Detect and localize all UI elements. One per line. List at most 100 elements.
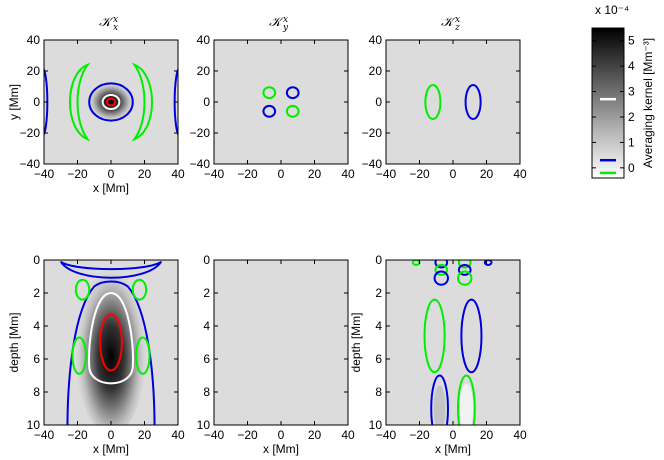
x-axis-label: x [Mm]	[435, 442, 471, 456]
colorbar-tick-label: 5	[628, 34, 635, 48]
x-tick-label: 20	[308, 428, 322, 442]
contour-4	[105, 97, 117, 107]
y-tick-label: 10	[369, 418, 383, 432]
x-tick-label: 20	[308, 167, 322, 181]
x-tick-label: −40	[204, 428, 225, 442]
contour-3	[74, 278, 91, 301]
panel-title-sup: x	[455, 15, 460, 25]
colorbar-tick-label: 4	[628, 59, 635, 73]
contour-6	[135, 336, 151, 375]
panel-background	[386, 40, 520, 164]
x-tick-label: 0	[278, 167, 285, 181]
panel-title-sub: x	[113, 23, 118, 33]
x-tick-label: 20	[480, 428, 494, 442]
y-tick-label: 40	[197, 33, 211, 47]
contour-11	[430, 374, 449, 425]
y-axis-label: depth [Mm]	[349, 312, 363, 372]
panel-background	[214, 260, 348, 425]
contour-4	[483, 260, 493, 266]
contour-5	[434, 263, 449, 276]
x-tick-label: −20	[409, 167, 430, 181]
colorbar: x 10⁻⁴ Averaging kernel [Mm⁻³] 5 4 3 2 1 0	[591, 3, 655, 179]
colorbar-label: Averaging kernel [Mm⁻³]	[641, 38, 655, 168]
x-tick-label: 0	[108, 428, 115, 442]
y-tick-label: 8	[375, 385, 382, 399]
y-tick-label: −20	[20, 126, 41, 140]
panel-background	[386, 260, 520, 425]
colorbar-tick-label: 3	[628, 85, 635, 99]
contour-1	[59, 260, 163, 279]
y-tick-label: −20	[362, 126, 383, 140]
x-axis-label: x [Mm]	[263, 442, 299, 456]
panel-title-symbol: 𝒦	[99, 15, 115, 30]
x-axis-label: x [Mm]	[93, 442, 129, 456]
x-tick-label: 40	[513, 167, 527, 181]
x-tick-label: 0	[450, 428, 457, 442]
contour-2	[464, 83, 482, 121]
kernel-peak	[87, 81, 135, 123]
y-tick-label: −40	[190, 157, 211, 171]
y-axis-label: y [Mm]	[7, 84, 21, 120]
y-tick-label: 0	[203, 95, 210, 109]
panel-1: −40 −20 0 20 40 40 20 0 −20 −40 x [Mm] y [Mm] 𝒦 xx	[7, 15, 185, 195]
contour-1	[69, 62, 91, 142]
colorbar-exponent: x 10⁻⁴	[595, 3, 629, 17]
panel-title-symbol: 𝒦	[269, 15, 285, 30]
y-tick-label: 10	[27, 418, 41, 432]
contour-1	[262, 86, 277, 100]
x-tick-label: 40	[513, 428, 527, 442]
panel-2: −40 −20 0 20 40 40 20 0 −20 −40 𝒦 xy	[190, 15, 355, 181]
contour-2	[88, 82, 134, 122]
panel-title-sup: x	[283, 15, 288, 25]
x-tick-label: 40	[341, 428, 355, 442]
y-tick-label: 4	[203, 319, 210, 333]
y-tick-label: 0	[203, 253, 210, 267]
colorbar-tick-label: 2	[628, 110, 635, 124]
x-tick-label: −20	[67, 428, 88, 442]
x-tick-label: −40	[34, 167, 55, 181]
y-tick-label: 6	[203, 352, 210, 366]
y-tick-label: 2	[203, 286, 210, 300]
contour-10	[460, 298, 483, 374]
kernel-plume	[74, 260, 148, 425]
y-tick-label: 6	[33, 352, 40, 366]
panel-title-sup: x	[113, 15, 118, 25]
contour-2	[66, 280, 156, 425]
x-tick-label: −40	[204, 167, 225, 181]
contour-12	[457, 374, 476, 425]
y-tick-label: 2	[33, 286, 40, 300]
y-tick-label: 0	[33, 253, 40, 267]
contour-6	[457, 263, 472, 276]
y-tick-label: 0	[33, 95, 40, 109]
colorbar-gradient	[591, 27, 625, 179]
panel-field	[44, 62, 178, 142]
x-tick-label: −20	[237, 428, 258, 442]
y-tick-label: 0	[375, 95, 382, 109]
x-tick-label: 40	[341, 167, 355, 181]
x-tick-label: 20	[138, 428, 152, 442]
x-tick-label: 20	[138, 167, 152, 181]
contour-1-right	[131, 62, 153, 142]
y-tick-label: 20	[27, 64, 41, 78]
contour-7	[87, 291, 135, 385]
panel-3: −40 −20 0 20 40 40 20 0 −20 −40 𝒦 xz	[362, 15, 527, 181]
contour-3	[457, 260, 472, 269]
panel-field	[59, 260, 163, 425]
panel-title-sub: y	[282, 23, 289, 33]
colorbar-tick-label: 1	[628, 135, 635, 149]
contour-5	[71, 336, 87, 375]
y-tick-label: 20	[197, 64, 211, 78]
y-tick-label: 2	[375, 286, 382, 300]
x-tick-label: −40	[376, 167, 397, 181]
x-axis-label: x [Mm]	[93, 181, 129, 195]
y-tick-label: 40	[369, 33, 383, 47]
y-tick-label: −20	[190, 126, 211, 140]
contour-2	[434, 260, 449, 269]
x-tick-label: −40	[376, 428, 397, 442]
contour-4	[131, 278, 148, 301]
panel-4: −40 −20 0 20 40 0 2 4 6 8 10 x [Mm] depth [Mm]	[7, 253, 185, 456]
y-tick-label: 6	[375, 352, 382, 366]
